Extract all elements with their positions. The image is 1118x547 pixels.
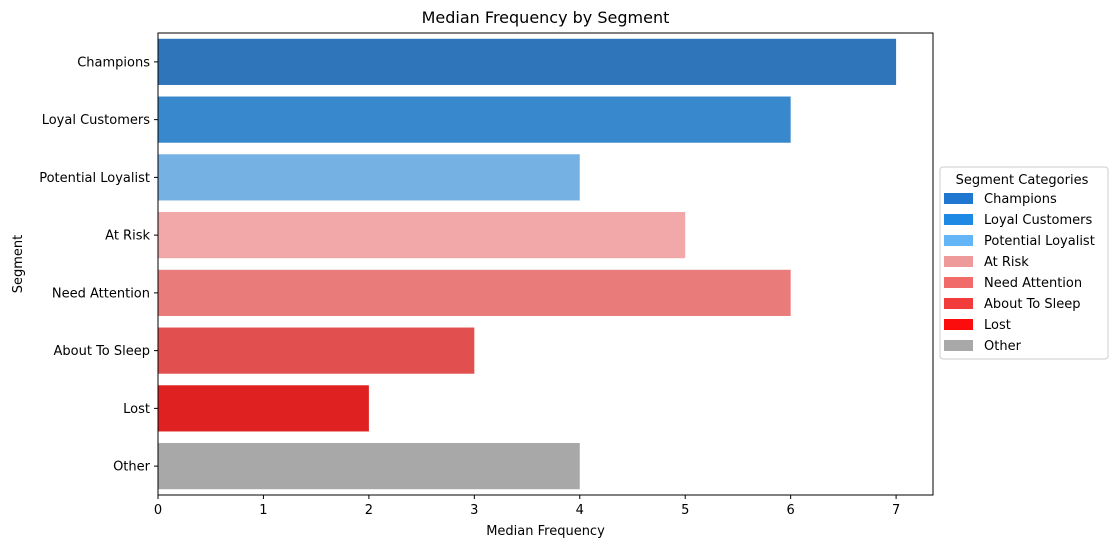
x-axis: 0 1 2 3 4 5 6 7: [154, 495, 900, 518]
legend-items: Champions Loyal Customers Potential Loyali…: [944, 192, 1095, 354]
bar-lost: [158, 385, 369, 432]
bar-potential-loyalist: [158, 154, 580, 201]
legend-label: Potential Loyalist: [984, 234, 1095, 249]
legend-swatch: [944, 340, 973, 351]
legend-label: Need Attention: [984, 276, 1082, 291]
y-tick-label: About To Sleep: [54, 344, 151, 359]
x-tick-label: 0: [154, 503, 162, 518]
legend-swatch: [944, 319, 973, 330]
legend-label: Champions: [984, 192, 1057, 207]
x-tick-label: 4: [576, 503, 584, 518]
legend-label: Lost: [984, 318, 1011, 333]
x-tick-label: 2: [365, 503, 373, 518]
x-tick-label: 6: [787, 503, 795, 518]
chart-title: Median Frequency by Segment: [422, 8, 670, 27]
legend-label: Loyal Customers: [984, 213, 1093, 228]
y-tick-label: Lost: [123, 402, 150, 417]
legend-swatch: [944, 214, 973, 225]
bar-other: [158, 443, 580, 490]
legend-swatch: [944, 235, 973, 246]
y-tick-label: Other: [113, 460, 151, 475]
y-tick-label: Champions: [77, 55, 150, 70]
x-tick-label: 1: [259, 503, 267, 518]
bar-about-to-sleep: [158, 327, 475, 374]
legend-label: Other: [984, 339, 1022, 354]
y-tick-label: Need Attention: [52, 286, 150, 301]
legend-label: About To Sleep: [984, 297, 1081, 312]
plot-area-frame: [157, 32, 934, 496]
y-axis: Champions Loyal Customers Potential Loyali…: [39, 55, 158, 475]
bars-group: [158, 38, 897, 490]
legend-swatch: [944, 298, 973, 309]
y-tick-label: Potential Loyalist: [39, 171, 150, 186]
legend-swatch: [944, 193, 973, 204]
bar-at-risk: [158, 212, 686, 259]
x-axis-label: Median Frequency: [486, 524, 605, 539]
bar-need-attention: [158, 269, 791, 316]
bar-loyal-customers: [158, 96, 791, 143]
y-tick-label: At Risk: [105, 229, 150, 244]
bar-champions: [158, 38, 897, 85]
x-tick-label: 3: [470, 503, 478, 518]
x-tick-label: 5: [681, 503, 689, 518]
legend-swatch: [944, 277, 973, 288]
legend: Segment Categories Champions Loyal Custom…: [939, 166, 1109, 360]
legend-label: At Risk: [984, 255, 1029, 270]
legend-swatch: [944, 256, 973, 267]
y-axis-label: Segment: [11, 235, 26, 294]
legend-title: Segment Categories: [956, 173, 1089, 188]
x-tick-label: 7: [892, 503, 900, 518]
y-tick-label: Loyal Customers: [42, 113, 151, 128]
legend-frame: [939, 166, 1109, 360]
